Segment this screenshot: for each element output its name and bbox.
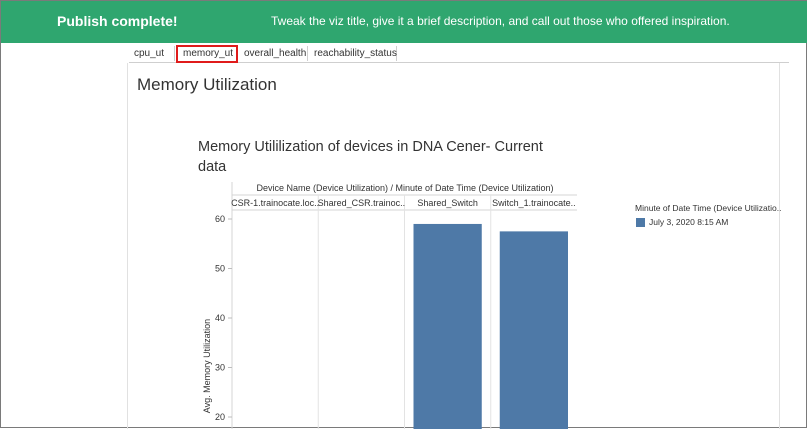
banner-message: Tweak the viz title, give it a brief des… [271,14,730,28]
tab-memory-ut[interactable]: memory_ut [176,45,238,63]
publish-banner: Publish complete! Tweak the viz title, g… [1,1,807,43]
category-label: Switch_1.trainocate.. [492,198,576,208]
category-label: Shared_CSR.trainoc.. [318,198,406,208]
legend-item[interactable]: July 3, 2020 8:15 AM [636,217,729,228]
chart-title: Memory Utililization of devices in DNA C… [198,139,543,175]
chart-header: Device Name (Device Utilization) / Minut… [256,183,553,193]
bar [499,231,568,429]
sheet-tabs: cpu_ut memory_ut overall_health reachabi… [129,45,789,63]
banner-title: Publish complete! [57,13,178,29]
category-label: CSR-1.trainocate.loc.. [231,198,319,208]
tab-overall-health[interactable]: overall_health [239,46,308,61]
legend-title: Minute of Date Time (Device Utilizatio.. [635,203,782,213]
page-title: Memory Utilization [137,75,277,94]
y-tick-label: 30 [215,363,225,373]
y-tick-label: 40 [215,313,225,323]
category-label: Shared_Switch [417,198,478,208]
bar [413,223,482,429]
y-axis-label: Avg. Memory Utilization [202,319,212,413]
y-tick-label: 20 [215,412,225,422]
legend-swatch [636,218,645,228]
tab-reachability-status[interactable]: reachability_status [309,46,397,61]
legend-label: July 3, 2020 8:15 AM [649,217,729,227]
y-tick-label: 60 [215,214,225,224]
sheet-border-left [127,63,128,429]
y-tick-label: 50 [215,264,225,274]
tab-cpu-ut[interactable]: cpu_ut [129,46,175,61]
sheet-border-right [779,63,780,429]
